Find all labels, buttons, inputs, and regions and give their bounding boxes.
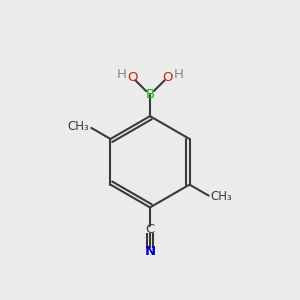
Text: O: O (128, 71, 138, 84)
Text: C: C (146, 223, 154, 236)
Text: H: H (117, 68, 127, 81)
Text: CH₃: CH₃ (68, 120, 90, 133)
Text: H: H (173, 68, 183, 81)
Text: B: B (146, 88, 154, 101)
Text: N: N (144, 245, 156, 258)
Text: O: O (162, 71, 172, 84)
Text: CH₃: CH₃ (210, 190, 232, 203)
